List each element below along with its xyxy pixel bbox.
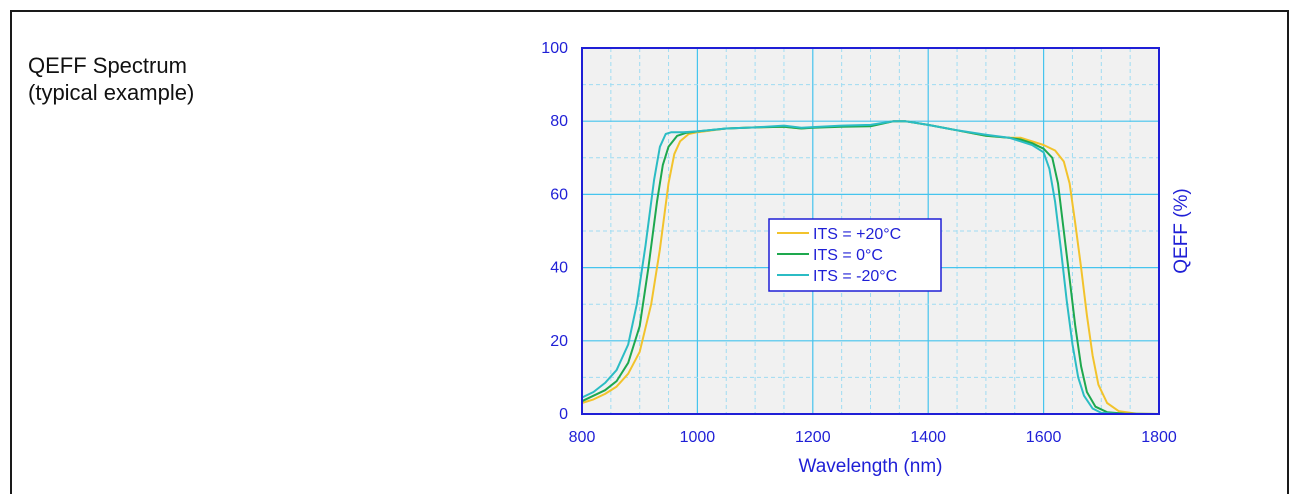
y-tick-label: 60 xyxy=(550,186,568,203)
top-divider xyxy=(10,10,1289,12)
caption-subtitle: (typical example) xyxy=(28,80,195,105)
x-tick-label: 1600 xyxy=(1026,429,1062,446)
y-axis-label: QEFF (%) xyxy=(1171,188,1192,274)
plot-border xyxy=(581,47,1160,415)
y-tick-label: 20 xyxy=(550,333,568,350)
legend-label: ITS = +20°C xyxy=(813,226,901,243)
x-tick-label: 1200 xyxy=(795,429,831,446)
y-tick-label: 40 xyxy=(550,260,568,277)
legend: ITS = +20°C ITS = 0°C ITS = -20°C xyxy=(768,218,942,292)
x-tick-labels: 800 1000 1200 1400 1600 1800 xyxy=(569,429,1177,446)
caption-title: QEFF Spectrum xyxy=(28,53,187,78)
x-axis-label: Wavelength (nm) xyxy=(799,456,943,477)
x-tick-label: 800 xyxy=(569,429,596,446)
legend-label: ITS = -20°C xyxy=(813,268,897,285)
series-line-2 xyxy=(581,120,1159,415)
y-tick-label: 80 xyxy=(550,113,568,130)
y-tick-label: 0 xyxy=(559,406,568,423)
x-tick-label: 1400 xyxy=(910,429,946,446)
y-tick-labels: 0 20 40 60 80 100 xyxy=(541,40,568,423)
figure-caption: QEFF Spectrum (typical example) xyxy=(28,52,194,106)
x-tick-label: 1800 xyxy=(1141,429,1177,446)
x-tick-label: 1000 xyxy=(680,429,716,446)
y-tick-label: 100 xyxy=(541,40,568,57)
series-lines xyxy=(581,120,1160,415)
legend-label: ITS = 0°C xyxy=(813,247,883,264)
grid-lines xyxy=(582,48,1159,414)
